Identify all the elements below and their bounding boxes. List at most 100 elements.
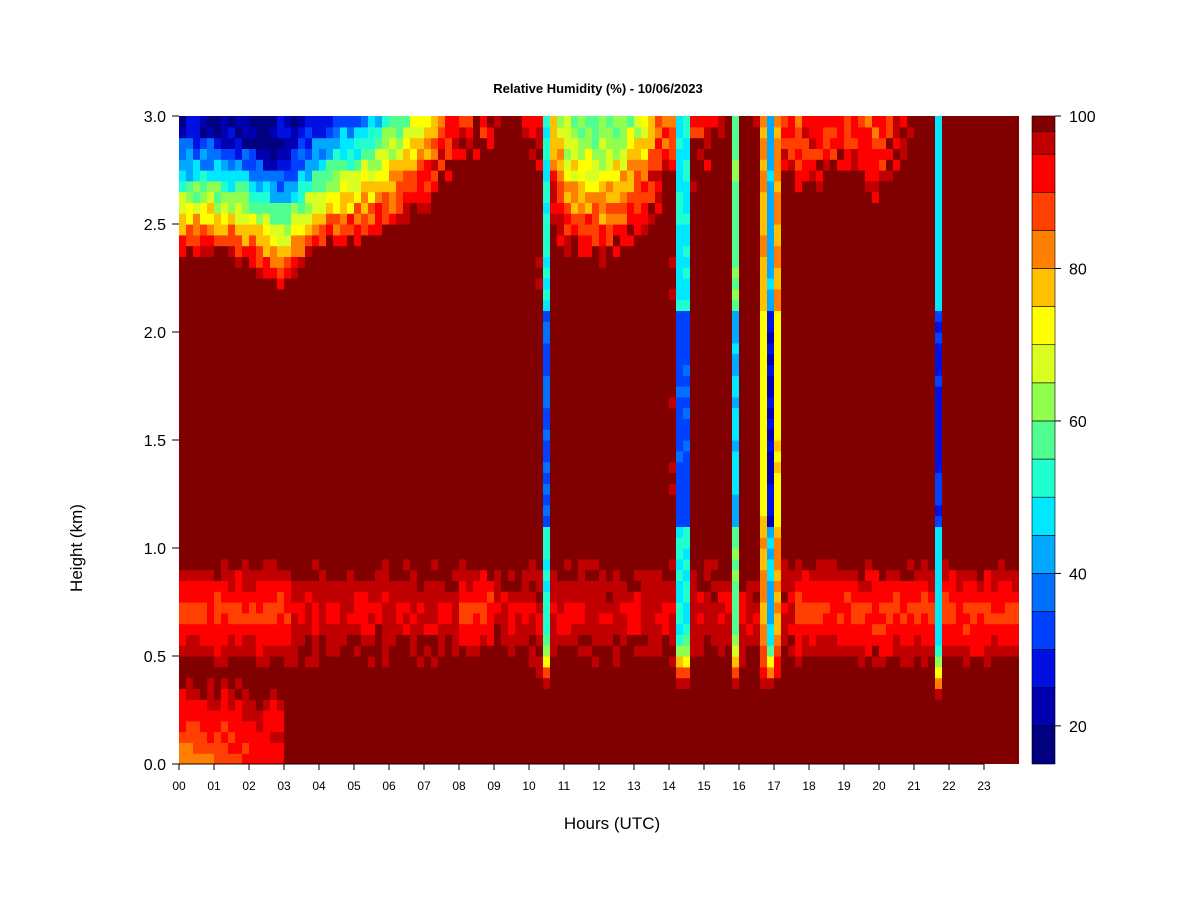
rh-cell	[424, 116, 432, 128]
rh-cell	[494, 386, 502, 398]
rh-cell	[739, 267, 747, 279]
rh-cell	[312, 148, 320, 160]
rh-cell	[662, 645, 670, 657]
rh-cell	[669, 386, 677, 398]
rh-cell	[417, 116, 425, 128]
rh-cell	[529, 645, 537, 657]
rh-cell	[606, 494, 614, 506]
rh-cell	[340, 440, 348, 452]
rh-cell	[739, 342, 747, 355]
rh-cell	[312, 591, 320, 603]
rh-cell	[585, 602, 593, 614]
rh-cell	[466, 332, 474, 344]
rh-cell	[718, 504, 726, 517]
rh-cell	[578, 386, 586, 398]
rh-cell	[424, 526, 432, 538]
rh-cell	[487, 278, 495, 290]
rh-cell	[214, 645, 222, 657]
rh-cell	[249, 602, 257, 614]
rh-cell	[361, 213, 369, 225]
rh-cell	[718, 515, 726, 527]
rh-cell	[459, 699, 467, 711]
rh-cell	[578, 720, 586, 733]
rh-cell	[256, 407, 264, 419]
rh-cell	[347, 116, 355, 128]
rh-cell	[368, 137, 376, 149]
rh-cell	[214, 504, 222, 517]
rh-cell	[543, 483, 551, 495]
rh-cell	[655, 234, 663, 247]
rh-cell	[473, 602, 481, 614]
rh-cell	[312, 126, 320, 139]
rh-cell	[571, 375, 579, 387]
rh-cell	[228, 299, 236, 311]
rh-cell	[648, 234, 656, 247]
rh-cell	[410, 580, 418, 592]
rh-cell	[704, 450, 712, 463]
rh-cell	[501, 256, 509, 268]
rh-cell	[669, 504, 677, 517]
rh-cell	[340, 450, 348, 463]
rh-cell	[627, 342, 635, 355]
rh-cell	[753, 407, 761, 419]
rh-cell	[277, 591, 285, 603]
rh-cell	[578, 483, 586, 495]
rh-cell	[459, 148, 467, 160]
rh-cell	[242, 558, 250, 571]
rh-cell	[445, 180, 453, 193]
rh-cell	[746, 720, 754, 733]
rh-cell	[704, 742, 712, 754]
rh-cell	[599, 396, 607, 409]
rh-cell	[473, 332, 481, 344]
rh-cell	[452, 364, 460, 376]
rh-cell	[494, 245, 502, 257]
rh-cell	[725, 396, 733, 409]
rh-cell	[277, 753, 285, 764]
rh-cell	[739, 483, 747, 495]
rh-cell	[508, 472, 516, 484]
rh-cell	[417, 591, 425, 603]
rh-cell	[438, 742, 446, 754]
rh-cell	[277, 396, 285, 409]
rh-cell	[578, 353, 586, 365]
rh-cell	[221, 656, 229, 668]
rh-cell	[655, 364, 663, 376]
rh-cell	[613, 418, 621, 430]
rh-cell	[312, 731, 320, 743]
rh-cell	[732, 288, 740, 301]
rh-cell	[690, 504, 698, 517]
rh-cell	[620, 299, 628, 311]
rh-cell	[452, 440, 460, 452]
rh-cell	[648, 645, 656, 657]
rh-cell	[333, 375, 341, 387]
rh-cell	[270, 504, 278, 517]
rh-cell	[221, 310, 229, 322]
rh-cell	[389, 656, 397, 668]
rh-cell	[284, 396, 292, 409]
rh-cell	[627, 148, 635, 160]
rh-cell	[746, 137, 754, 149]
rh-cell	[284, 299, 292, 311]
rh-cell	[214, 612, 222, 625]
rh-cell	[375, 407, 383, 419]
rh-cell	[613, 440, 621, 452]
rh-cell	[249, 699, 257, 711]
rh-cell	[277, 407, 285, 419]
rh-cell	[277, 202, 285, 214]
rh-cell	[732, 407, 740, 419]
rh-cell	[718, 623, 726, 635]
rh-cell	[522, 332, 530, 344]
rh-cell	[627, 634, 635, 646]
rh-cell	[200, 742, 208, 754]
rh-cell	[445, 645, 453, 657]
rh-cell	[270, 353, 278, 365]
rh-cell	[431, 666, 439, 679]
rh-cell	[578, 677, 586, 689]
rh-cell	[718, 753, 726, 764]
rh-cell	[711, 656, 719, 668]
rh-cell	[424, 191, 432, 203]
rh-cell	[438, 180, 446, 193]
rh-cell	[676, 191, 684, 203]
rh-cell	[753, 267, 761, 279]
rh-cell	[480, 656, 488, 668]
